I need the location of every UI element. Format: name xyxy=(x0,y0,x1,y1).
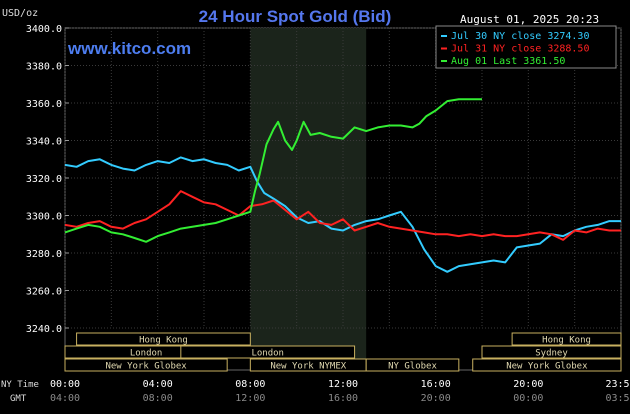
y-tick-label: 3240.0 xyxy=(26,324,62,335)
session-label: New York Globex xyxy=(506,362,588,372)
y-tick-label: 3260.0 xyxy=(26,287,62,298)
legend: Jul 30 NY close 3274.30 Jul 31 NY close 3… xyxy=(435,25,617,69)
series-line xyxy=(64,98,482,243)
y-tick-label: 3320.0 xyxy=(26,174,62,185)
session-label: Hong Kong xyxy=(542,336,591,346)
ny-time-row-label: NY Time xyxy=(1,380,39,390)
session-bar xyxy=(481,345,622,359)
session-bar xyxy=(511,332,622,346)
x-tick-label-gmt: 16:00 xyxy=(328,393,358,404)
x-tick-label-gmt: 03:59 xyxy=(605,393,630,404)
legend-box xyxy=(435,25,617,69)
x-tick-label-ny: 04:00 xyxy=(143,379,173,390)
session-bar xyxy=(76,332,251,346)
series-line xyxy=(64,190,621,241)
y-tick-label: 3340.0 xyxy=(26,137,62,148)
x-tick-label-ny: 12:00 xyxy=(328,379,358,390)
session-label: London xyxy=(251,349,284,359)
gmt-row-label: GMT xyxy=(10,394,27,404)
x-tick-label-gmt: 20:00 xyxy=(421,393,451,404)
legend-entry: Aug 01 Last 3361.50 xyxy=(451,56,565,67)
timestamp: August 01, 2025 20:23 xyxy=(460,13,599,26)
axes: 3400.0 3380.0 3360.0 3340.0 3320.0 3300.0 3280… xyxy=(26,24,630,404)
x-tick-label-ny: 20:00 xyxy=(513,379,543,390)
shaded-session-region xyxy=(250,28,367,370)
x-tick-label-ny: 16:00 xyxy=(421,379,451,390)
session-bar xyxy=(64,358,228,372)
source-watermark: www.kitco.com xyxy=(67,39,191,58)
session-label: NY Globex xyxy=(388,362,437,372)
y-tick-label: 3300.0 xyxy=(26,212,62,223)
x-tick-label-ny: 00:00 xyxy=(50,379,80,390)
x-tick-label-ny: 23:59 xyxy=(605,379,630,390)
x-tick-label-gmt: 12:00 xyxy=(235,393,265,404)
session-bar xyxy=(365,358,460,372)
x-tick-label-ny: 08:00 xyxy=(235,379,265,390)
y-tick-label: 3280.0 xyxy=(26,249,62,260)
session-label: Hong Kong xyxy=(139,336,188,346)
x-tick-label-gmt: 04:00 xyxy=(50,393,80,404)
trading-sessions: Hong Kong London New York Globex London New … xyxy=(64,332,622,372)
x-tick-label-gmt: 00:00 xyxy=(513,393,543,404)
session-label: London xyxy=(130,349,163,359)
series-line xyxy=(64,156,621,273)
legend-entry: Jul 30 NY close 3274.30 xyxy=(451,31,589,42)
y-tick-label: 3360.0 xyxy=(26,99,62,110)
session-label: Sydney xyxy=(535,349,568,359)
x-tick-label-gmt: 08:00 xyxy=(143,393,173,404)
session-bar xyxy=(180,345,356,359)
session-label: New York Globex xyxy=(105,362,187,372)
session-bar xyxy=(472,358,622,372)
session-label: New York NYMEX xyxy=(270,362,346,372)
y-tick-label: 3400.0 xyxy=(26,24,62,35)
y-tick-label: 3380.0 xyxy=(26,62,62,73)
chart-title: 24 Hour Spot Gold (Bid) xyxy=(199,7,392,26)
unit-label: USD/oz xyxy=(2,8,38,19)
legend-entry: Jul 31 NY close 3288.50 xyxy=(451,44,589,55)
grid-lines xyxy=(64,27,622,329)
series-lines xyxy=(64,98,621,273)
